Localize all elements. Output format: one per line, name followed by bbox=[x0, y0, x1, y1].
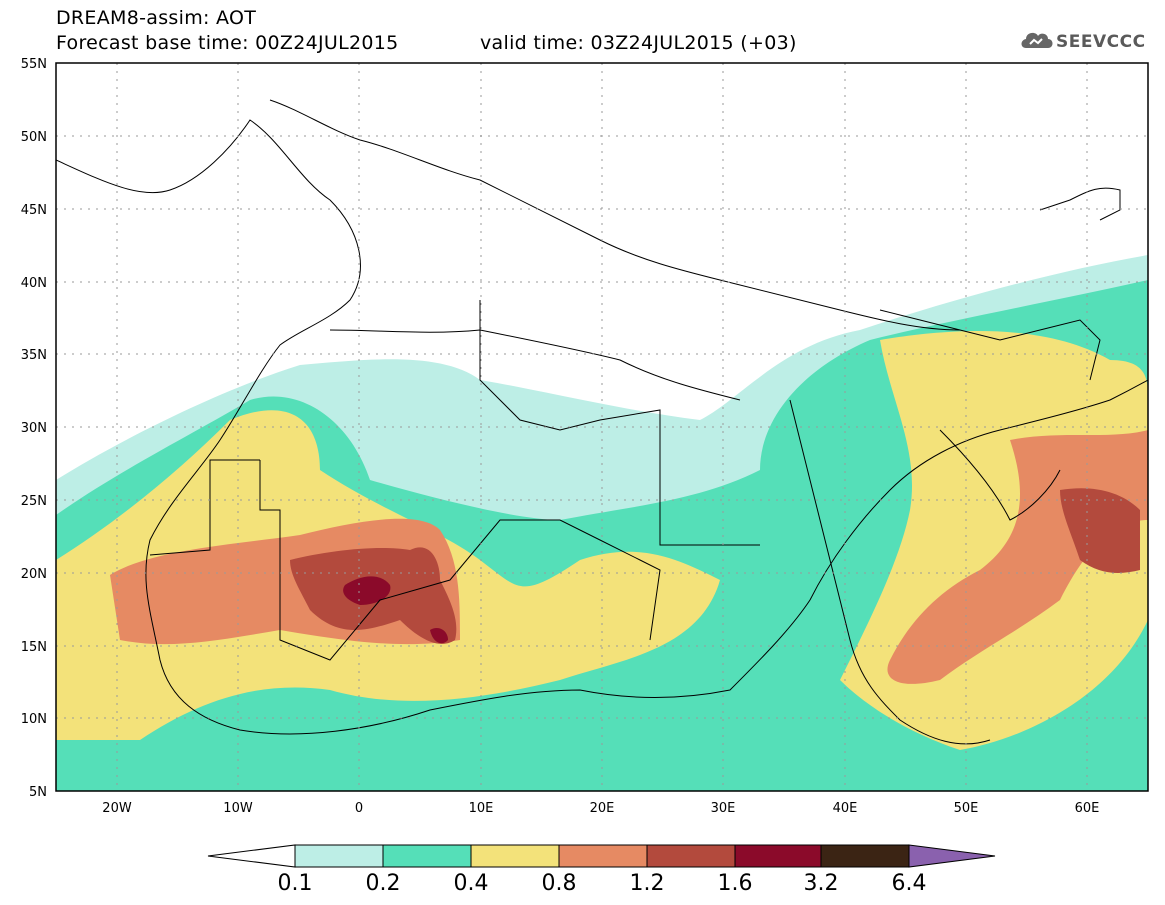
lat-labels: 55N 50N 45N 40N 35N 30N 25N 20N 15N 10N … bbox=[21, 57, 47, 800]
lat-tick-label: 50N bbox=[21, 130, 47, 145]
lon-labels: 20W 10W 0 10E 20E 30E 40E 50E 60E bbox=[102, 801, 1099, 816]
colorbar-swatch bbox=[820, 844, 910, 868]
lat-tick-label: 55N bbox=[21, 57, 47, 72]
lon-tick-label: 0 bbox=[355, 801, 363, 816]
lat-tick-label: 40N bbox=[21, 276, 47, 291]
lat-tick-label: 45N bbox=[21, 203, 47, 218]
lon-tick-label: 30E bbox=[711, 801, 736, 816]
aot-band-1.2-east bbox=[1060, 488, 1140, 573]
lat-tick-label: 20N bbox=[21, 567, 47, 582]
colorbar-label: 1.2 bbox=[629, 871, 665, 896]
map-frame bbox=[55, 62, 1149, 792]
coastlines-and-borders bbox=[56, 99, 1148, 745]
lat-tick-label: 15N bbox=[21, 640, 47, 655]
lat-tick-label: 35N bbox=[21, 348, 47, 363]
lat-tick-label: 10N bbox=[21, 712, 47, 727]
colorbar-high-arrow bbox=[908, 844, 996, 868]
logo-text: SEEVCCC bbox=[1056, 32, 1146, 52]
colorbar-label: 1.6 bbox=[717, 871, 753, 896]
colorbar-label: 3.2 bbox=[803, 871, 839, 896]
colorbar-low-arrow bbox=[207, 844, 296, 868]
graticule bbox=[56, 63, 1148, 791]
colorbar-label: 0.2 bbox=[365, 871, 401, 896]
cloud-icon bbox=[1021, 32, 1053, 48]
model-title: DREAM8-assim: AOT bbox=[56, 7, 257, 29]
colorbar-label: 6.4 bbox=[891, 871, 927, 896]
colorbar-swatch bbox=[646, 844, 736, 868]
colorbar-swatch bbox=[382, 844, 472, 868]
colorbar-swatch bbox=[734, 844, 822, 868]
lon-tick-label: 40E bbox=[833, 801, 858, 816]
lon-tick-label: 10E bbox=[469, 801, 494, 816]
colorbar-swatch bbox=[294, 844, 384, 868]
lat-tick-label: 5N bbox=[29, 785, 47, 800]
colorbar-swatch bbox=[558, 844, 648, 868]
colorbar-label: 0.8 bbox=[541, 871, 577, 896]
colorbar-label: 0.4 bbox=[453, 871, 489, 896]
lon-tick-label: 50E bbox=[954, 801, 979, 816]
lon-tick-label: 20E bbox=[590, 801, 615, 816]
lon-tick-label: 60E bbox=[1075, 801, 1100, 816]
colorbar bbox=[207, 844, 996, 868]
lat-tick-label: 25N bbox=[21, 494, 47, 509]
lon-tick-label: 20W bbox=[102, 801, 132, 816]
valid-time: valid time: 03Z24JUL2015 (+03) bbox=[480, 32, 797, 54]
colorbar-swatch bbox=[470, 844, 560, 868]
lon-tick-label: 10W bbox=[223, 801, 253, 816]
forecast-base-time: Forecast base time: 00Z24JUL2015 bbox=[56, 32, 399, 54]
lat-tick-label: 30N bbox=[21, 421, 47, 436]
colorbar-label: 0.1 bbox=[277, 871, 313, 896]
aot-band-1.6-b bbox=[430, 628, 448, 644]
aot-band-1.6 bbox=[343, 576, 391, 605]
